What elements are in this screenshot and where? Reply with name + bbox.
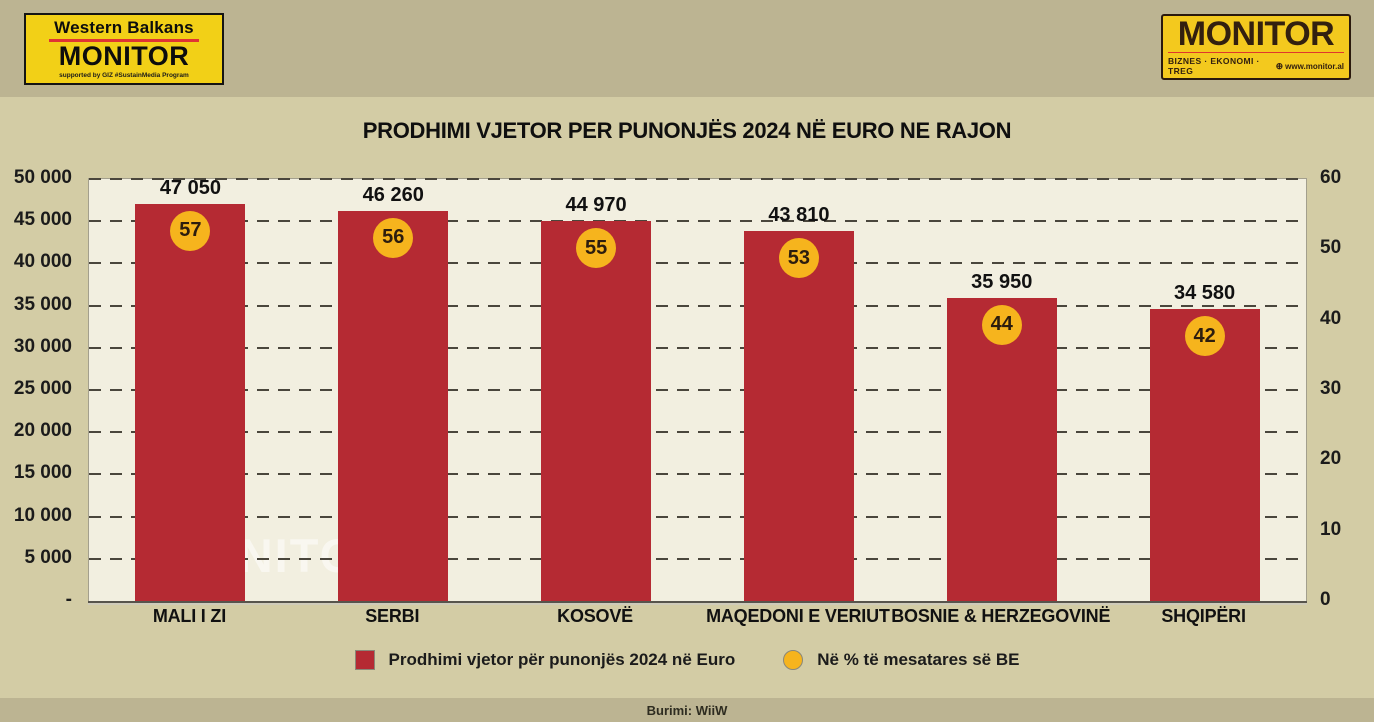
y-tick-left: 15 000 [13,462,72,484]
chart-title: PRODHIMI VJETOR PER PUNONJËS 2024 NË EUR… [362,118,1012,143]
bar [946,297,1057,601]
y-tick-right: 50 [1320,237,1342,259]
logo-monitor-title: MONITOR [1177,15,1335,53]
monitor-al-logo: MONITOR BIZNES · EKONOMI · TREG ⊕ www.mo… [1161,14,1351,80]
y-tick-left: - [65,589,72,610]
x-axis-label: SHQIPËRI [1161,606,1246,626]
logo-supported-by: supported by GIZ #SustainMedia Program [59,71,189,79]
legend-label: Prodhimi vjetor për punonjës 2024 në Eur… [388,650,736,669]
x-axis-label: MALI I ZI [152,606,227,626]
gridline [89,473,1306,476]
bar-value-label: 43 810 [768,204,830,227]
legend-item: Në % të mesatares së BE [783,650,1019,670]
logo-line-monitor: MONITOR [58,40,190,71]
logo-line-western-balkans: Western Balkans [54,18,194,38]
y-tick-right: 40 [1320,307,1342,329]
y-tick-left: 40 000 [13,251,72,273]
y-tick-left: 50 000 [13,167,72,188]
y-tick-left: 35 000 [13,293,72,315]
bar [1149,309,1260,601]
logo-url: www.monitor.al [1285,61,1344,71]
gridline [89,515,1306,518]
gridline [89,262,1306,265]
plot-area: MONITOR.al 47 050 57 46 260 56 44 970 55 43 81… [88,176,1307,603]
x-axis-label: BOSNIE & HERZEGOVINË [891,606,1111,626]
x-axis: MALI I ZI SERBI KOSOVË MAQEDONI E VERIUT BOS… [88,606,1305,636]
western-balkans-monitor-logo: Western Balkans MONITOR supported by GIZ… [24,13,224,85]
y-tick-right: 30 [1320,378,1342,399]
gridline [89,431,1306,434]
legend-square-swatch [354,650,375,670]
x-axis-label: MAQEDONI E VERIUT [706,606,890,626]
legend: Prodhimi vjetor për punonjës 2024 në Eur… [0,650,1374,670]
gridline [89,557,1306,560]
x-axis-line [88,601,1307,603]
bar [135,203,246,601]
y-tick-right: 0 [1320,589,1331,610]
bar [338,210,449,601]
x-axis-label: SERBI [365,606,420,626]
y-tick-right: 10 [1320,518,1342,540]
legend-circle-swatch [783,650,804,670]
y-tick-right: 60 [1320,167,1342,188]
y-tick-left: 30 000 [13,335,72,357]
logo-red-rule [49,38,199,42]
bar-value-label: 35 950 [971,270,1033,293]
gridline [89,389,1306,391]
gridline [89,178,1306,180]
y-axis-left: 50 000 45 000 40 000 35 000 30 000 25 000 20 0… [0,167,80,610]
logo-tagline: BIZNES · EKONOMI · TREG [1168,56,1260,76]
gridline [89,304,1306,307]
gridline [89,346,1306,349]
y-tick-left: 10 000 [13,504,72,526]
logo-red-stripe [1168,52,1344,53]
percent-marker: 56 [373,217,414,258]
y-axis-right: 60 50 40 30 20 10 0 [1310,167,1370,610]
y-tick-left: 25 000 [13,378,72,399]
y-tick-left: 20 000 [13,420,72,442]
bar [743,231,854,601]
legend-label: Në % të mesatares së BE [817,650,1020,669]
x-axis-label: KOSOVË [557,606,633,626]
percent-marker: 57 [170,210,211,251]
percent-marker: 55 [576,228,617,269]
bar-value-label: 47 050 [159,176,221,199]
percent-marker: 53 [778,238,819,279]
bar [541,221,652,601]
bar-value-label: 44 970 [565,194,627,217]
y-tick-left: 5 000 [24,546,72,568]
y-tick-left: 45 000 [13,209,72,231]
source-label: Burimi: WiiW [646,702,728,718]
header-band [0,0,1374,97]
bar-value-label: 46 260 [362,183,424,206]
gridline [89,220,1306,223]
y-tick-right: 20 [1320,448,1342,470]
legend-item: Prodhimi vjetor për punonjës 2024 në Eur… [354,650,736,670]
globe-icon: ⊕ [1275,60,1284,71]
footer-source-bar: Burimi: WiiW [0,698,1374,722]
bar-value-label: 34 580 [1173,282,1236,305]
percent-marker: 44 [981,304,1022,345]
percent-marker: 42 [1184,316,1225,357]
